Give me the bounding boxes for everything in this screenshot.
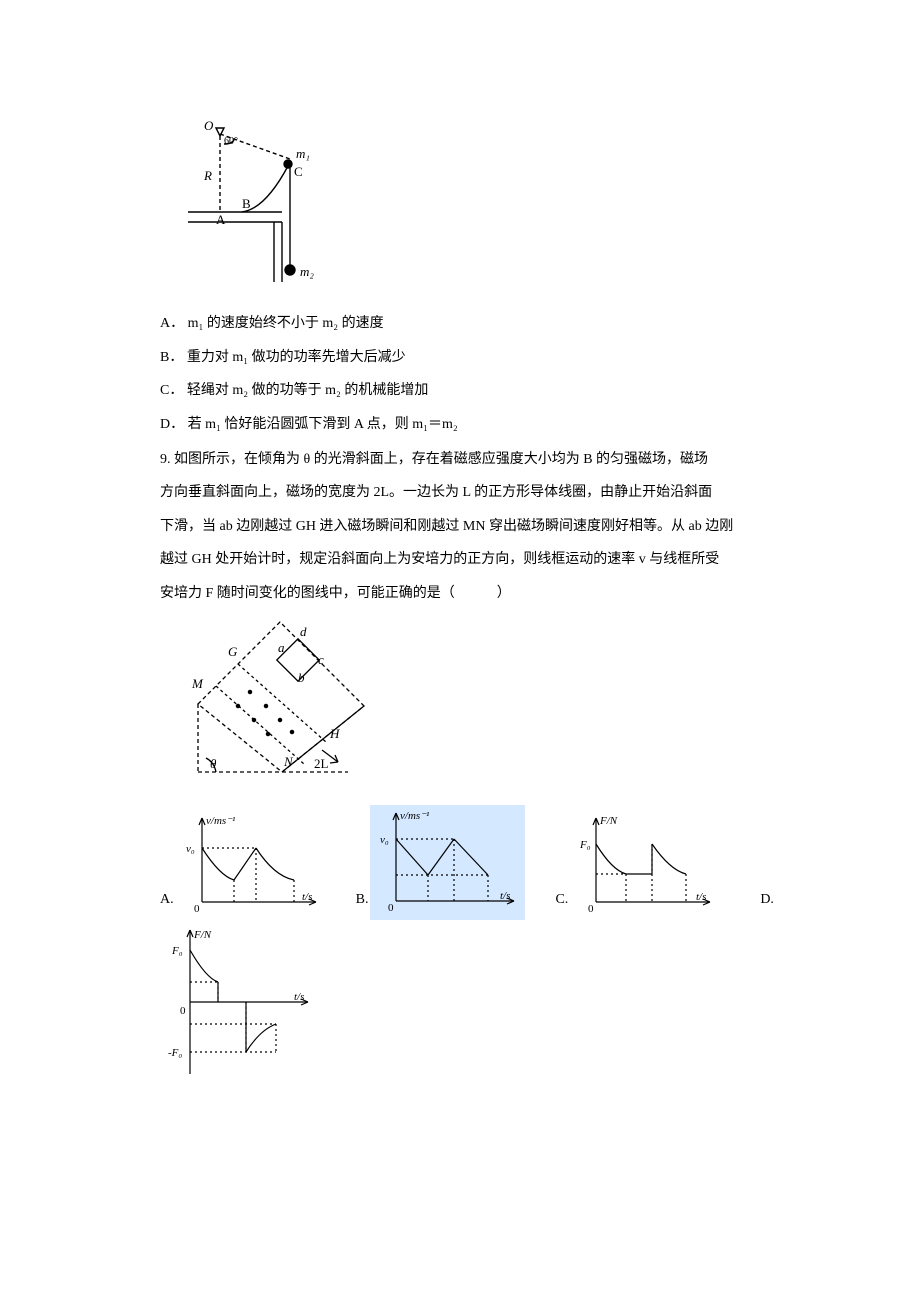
gb-ylabel: v/ms⁻¹ — [400, 810, 429, 822]
q9-number: 9. — [160, 452, 171, 467]
graph-a-cell: A. v/ms⁻¹ v₀ 0 t/s — [160, 810, 326, 920]
gd-ylabel: F/N — [193, 929, 212, 941]
ga-zero: 0 — [194, 903, 200, 915]
ga-v0: v₀ — [186, 843, 195, 855]
q9-graph-row: A. v/ms⁻¹ v₀ 0 t/s — [160, 805, 790, 920]
gd-negF0: -F₀ — [168, 1047, 182, 1059]
graph-b-cell: B. v/ms⁻¹ v₀ 0 t/s — [356, 805, 526, 920]
gb-zero: 0 — [388, 902, 394, 914]
label-m1: m₁ — [296, 146, 310, 161]
q8-choice-d: D． 若 m₁ 恰好能沿圆弧下滑到 A 点，则 m₁＝m₂ — [160, 408, 790, 441]
q9-label-a: A. — [160, 885, 176, 920]
gb-xlabel: t/s — [500, 890, 510, 902]
label-M: M — [191, 676, 204, 691]
q8-choice-b: B． 重力对 m₁ 做功的功率先增大后减少 — [160, 341, 790, 374]
ga-ylabel: v/ms⁻¹ — [206, 815, 235, 827]
q9-line1: 方向垂直斜面向上，磁场的宽度为 2L。一边长为 L 的正方形导体线圈，由静止开始… — [160, 478, 790, 507]
label-C: C — [294, 164, 303, 179]
gd-F0: F₀ — [171, 945, 183, 957]
graph-c-cell: C. F/N F₀ 0 t/s D. — [555, 810, 773, 920]
label-d: d — [300, 624, 307, 639]
graph-c: F/N F₀ 0 t/s — [570, 810, 720, 920]
q9-label-d: D. — [720, 885, 774, 920]
label-B: B — [242, 196, 251, 211]
gb-v0: v₀ — [380, 834, 389, 846]
q9-line4: 安培力 F 随时间变化的图线中，可能正确的是（ ） — [160, 579, 790, 608]
graph-d-wrap: F/N F₀ 0 t/s -F₀ — [160, 924, 790, 1095]
label-H: H — [329, 726, 340, 741]
label-m2: m₂ — [300, 264, 314, 279]
gd-zero: 0 — [180, 1005, 186, 1017]
graph-a: v/ms⁻¹ v₀ 0 t/s — [176, 810, 326, 920]
label-G: G — [228, 644, 238, 659]
gc-ylabel: F/N — [599, 815, 618, 827]
label-angle: 60° — [224, 136, 238, 147]
label-a: a — [278, 640, 285, 655]
q9-label-c: C. — [555, 885, 570, 920]
label-c: c — [318, 652, 324, 667]
label-theta: θ — [210, 756, 217, 771]
gc-xlabel: t/s — [696, 891, 706, 903]
q9-svg: G M H N a b c d θ 2L — [180, 612, 380, 782]
q9-line0: 如图所示，在倾角为 θ 的光滑斜面上，存在着磁感应强度大小均为 B 的匀强磁场，… — [174, 452, 708, 467]
label-b: b — [298, 670, 305, 685]
label-2L: 2L — [314, 756, 329, 771]
q9-figure: G M H N a b c d θ 2L — [180, 612, 790, 793]
label-N: N — [283, 754, 294, 769]
q9-stem: 9. 如图所示，在倾角为 θ 的光滑斜面上，存在着磁感应强度大小均为 B 的匀强… — [160, 445, 790, 474]
gc-zero: 0 — [588, 903, 594, 915]
q8-choice-c: C． 轻绳对 m₂ 做的功等于 m₂ 的机械能增加 — [160, 374, 790, 407]
q9-label-b: B. — [356, 885, 371, 920]
label-O: O — [204, 118, 214, 133]
q9-line2: 下滑，当 ab 边刚越过 GH 进入磁场瞬间和刚越过 MN 穿出磁场瞬间速度刚好… — [160, 512, 790, 541]
gc-F0: F₀ — [579, 839, 591, 851]
graph-d: F/N F₀ 0 t/s -F₀ — [160, 924, 320, 1084]
q8-svg: O 60° R A B C m₁ m₂ — [180, 114, 350, 284]
label-R: R — [203, 168, 212, 183]
label-A: A — [216, 212, 226, 227]
q8-figure: O 60° R A B C m₁ m₂ — [180, 114, 790, 295]
q8-choice-a: A． m₁ 的速度始终不小于 m₂ 的速度 — [160, 307, 790, 340]
ga-xlabel: t/s — [302, 891, 312, 903]
gd-xlabel: t/s — [294, 991, 304, 1003]
graph-b: v/ms⁻¹ v₀ 0 t/s — [370, 805, 525, 920]
q9-line3: 越过 GH 处开始计时，规定沿斜面向上为安培力的正方向，则线框运动的速率 v 与… — [160, 545, 790, 574]
